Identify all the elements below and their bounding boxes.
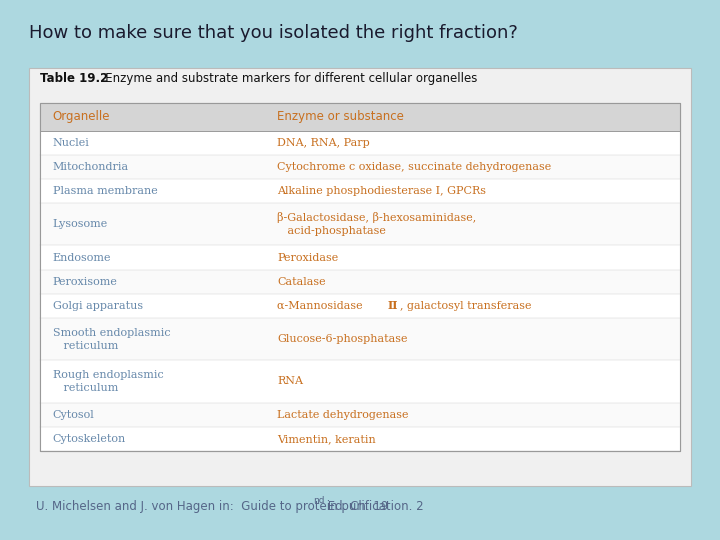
Text: Lysosome: Lysosome [53,219,108,230]
FancyBboxPatch shape [40,103,680,131]
FancyBboxPatch shape [40,318,680,360]
Text: Ed. Ch. 19: Ed. Ch. 19 [324,500,389,513]
Text: Cytoskeleton: Cytoskeleton [53,434,126,444]
Text: Nuclei: Nuclei [53,138,89,148]
Text: DNA, RNA, Parp: DNA, RNA, Parp [277,138,370,148]
Text: , galactosyl transferase: , galactosyl transferase [400,301,532,311]
FancyBboxPatch shape [40,246,680,269]
FancyBboxPatch shape [40,294,680,318]
FancyBboxPatch shape [40,203,680,246]
FancyBboxPatch shape [40,269,680,294]
Text: Rough endoplasmic
   reticulum: Rough endoplasmic reticulum [53,370,163,393]
Text: Enzyme and substrate markers for different cellular organelles: Enzyme and substrate markers for differe… [94,72,477,85]
Text: Glucose-6-phosphatase: Glucose-6-phosphatase [277,334,408,344]
Text: RNA: RNA [277,376,303,387]
Text: Peroxisome: Peroxisome [53,276,117,287]
Text: Cytochrome c oxidase, succinate dehydrogenase: Cytochrome c oxidase, succinate dehydrog… [277,162,552,172]
Text: nd: nd [313,496,325,504]
FancyBboxPatch shape [29,68,691,486]
Text: Organelle: Organelle [53,110,110,123]
FancyBboxPatch shape [40,427,680,451]
Text: α-Mannosidase: α-Mannosidase [277,301,366,311]
Text: Golgi apparatus: Golgi apparatus [53,301,143,311]
FancyBboxPatch shape [40,103,680,451]
Text: II: II [387,300,398,312]
Text: U. Michelsen and J. von Hagen in:  Guide to protein purification. 2: U. Michelsen and J. von Hagen in: Guide … [36,500,423,513]
Text: Cytosol: Cytosol [53,410,94,420]
FancyBboxPatch shape [40,402,680,427]
FancyBboxPatch shape [40,131,680,155]
Text: Catalase: Catalase [277,276,326,287]
FancyBboxPatch shape [40,155,680,179]
Text: Endosome: Endosome [53,253,111,262]
Text: Vimentin, keratin: Vimentin, keratin [277,434,376,444]
Text: Plasma membrane: Plasma membrane [53,186,157,196]
Text: β-Galactosidase, β-hexosaminidase,
   acid-phosphatase: β-Galactosidase, β-hexosaminidase, acid-… [277,212,477,236]
FancyBboxPatch shape [40,179,680,203]
Text: Table 19.2: Table 19.2 [40,72,108,85]
Text: Alkaline phosphodiesterase I, GPCRs: Alkaline phosphodiesterase I, GPCRs [277,186,486,196]
FancyBboxPatch shape [40,360,680,402]
Text: Smooth endoplasmic
   reticulum: Smooth endoplasmic reticulum [53,328,170,350]
Text: Mitochondria: Mitochondria [53,162,129,172]
Text: Lactate dehydrogenase: Lactate dehydrogenase [277,410,409,420]
Text: How to make sure that you isolated the right fraction?: How to make sure that you isolated the r… [29,24,518,42]
Text: Enzyme or substance: Enzyme or substance [277,110,404,123]
Text: Peroxidase: Peroxidase [277,253,338,262]
